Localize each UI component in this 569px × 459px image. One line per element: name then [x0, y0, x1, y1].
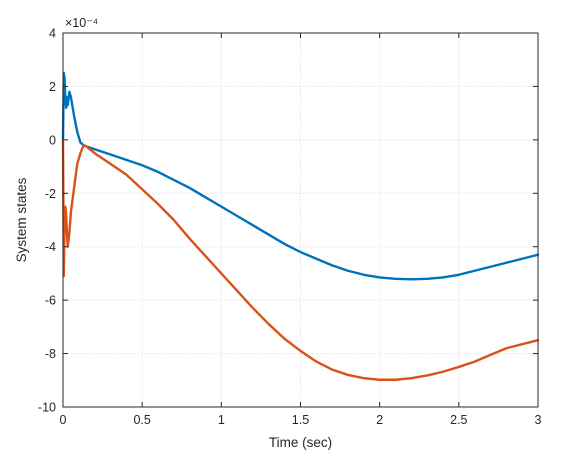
x-tick-label: 1: [218, 413, 225, 427]
y-axis-label: System states: [14, 177, 29, 262]
y-tick-label: -10: [38, 401, 56, 415]
y-tick-label: -4: [45, 240, 56, 254]
x-tick-label: 3: [535, 413, 542, 427]
x-tick-label: 2: [376, 413, 383, 427]
y-exponent-label: ×10⁻⁴: [65, 16, 98, 30]
x-tick-label: 1.5: [292, 413, 309, 427]
x-tick-label: 0: [60, 413, 67, 427]
series-line-2: [61, 138, 540, 381]
series-group: [61, 71, 540, 381]
x-tick-label: 2.5: [450, 413, 467, 427]
y-tick-label: 2: [49, 80, 56, 94]
y-tick-label: -6: [45, 294, 56, 308]
y-tick-label: 0: [49, 133, 56, 147]
ticks: 0 0.5 1 1.5 2 2.5 3 -10 -8 -6 -4 -2 0 2 4: [38, 27, 542, 428]
y-tick-label: -2: [45, 187, 56, 201]
y-tick-label: 4: [49, 27, 56, 41]
x-tick-label: 0.5: [133, 413, 150, 427]
series-line-1: [61, 71, 540, 281]
y-tick-label: -8: [45, 347, 56, 361]
x-axis-label: Time (sec): [269, 435, 332, 450]
